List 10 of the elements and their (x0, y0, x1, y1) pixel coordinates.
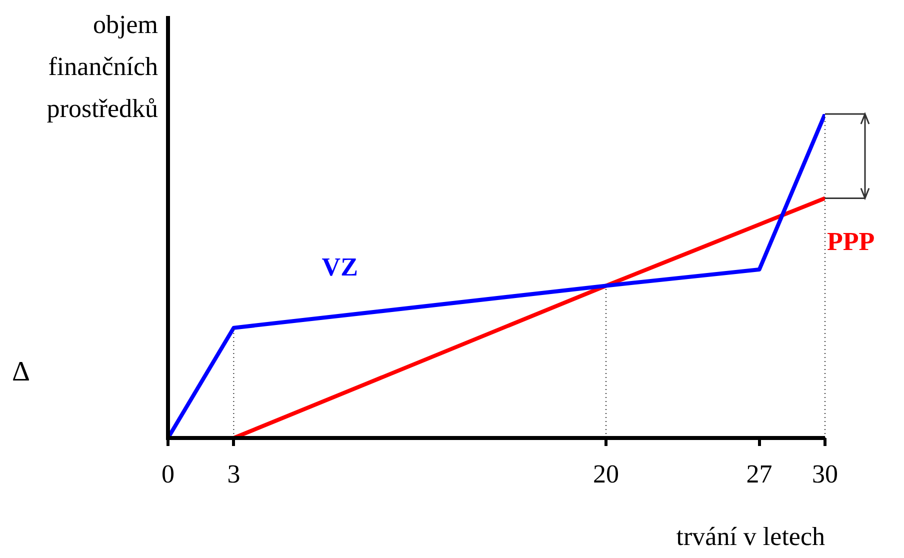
x-axis-title: trvání v letech (676, 522, 825, 552)
series-label: VZ (322, 252, 358, 282)
y-axis-title: objem finančních prostředků (46, 10, 158, 123)
x-tick-label: 30 (812, 459, 838, 488)
x-tick-label: 27 (746, 459, 772, 488)
x-tick-label: 20 (593, 459, 619, 488)
series-label: PPP (827, 226, 875, 256)
text: Δ (12, 356, 30, 388)
x-tick-label: 0 (162, 459, 174, 488)
x-tick-label: 3 (227, 459, 240, 488)
